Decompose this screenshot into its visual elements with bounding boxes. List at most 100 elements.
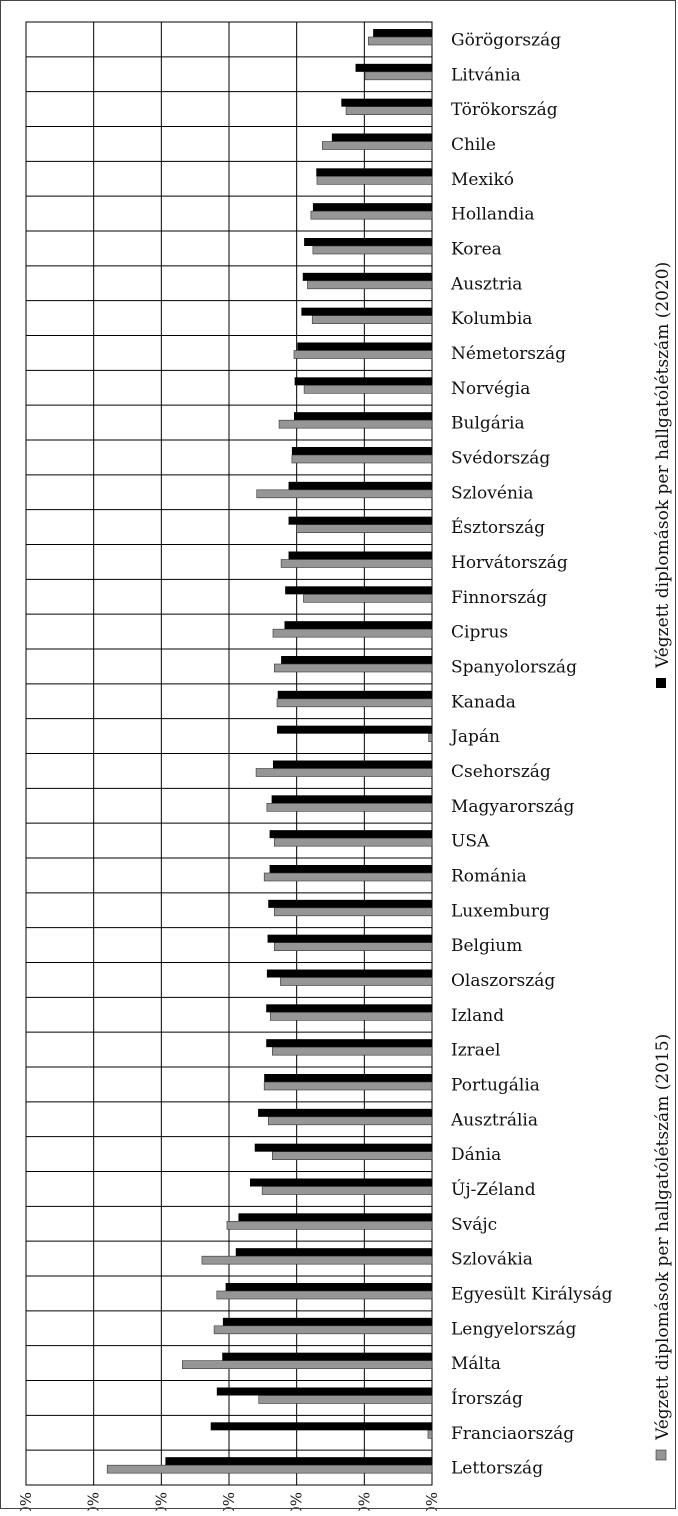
bar-2015 <box>261 1186 433 1195</box>
legend-label-2015: Végzett diplomások per hallgatólétszám (… <box>653 1034 673 1441</box>
bar-2015 <box>274 837 433 847</box>
category-label: Szlovákia <box>451 1250 533 1270</box>
bar-2020 <box>312 203 432 212</box>
bar-2020 <box>294 377 432 386</box>
bar-2015 <box>293 350 433 359</box>
bar-2015 <box>296 524 433 533</box>
bar-2020 <box>264 1074 432 1082</box>
bar-2020 <box>277 690 432 699</box>
category-label: Írország <box>451 1388 523 1409</box>
category-label: Kanada <box>451 692 516 712</box>
category-label: Franciaország <box>451 1424 574 1444</box>
bar-2015 <box>258 1395 433 1404</box>
category-label: Hollandia <box>451 205 534 225</box>
bar-2020 <box>268 899 432 908</box>
bar-2015 <box>106 1464 433 1474</box>
bar-2015 <box>272 1151 433 1160</box>
x-tick-label: 0,00% <box>423 1492 441 1511</box>
bar-2015 <box>427 1430 433 1439</box>
x-tick-label: 20,00% <box>288 1492 306 1511</box>
category-label: Belgium <box>451 936 522 956</box>
bar-2015 <box>428 733 433 742</box>
bar-2020 <box>301 307 432 316</box>
bar-2015 <box>266 803 433 812</box>
bar-2020 <box>266 1039 432 1048</box>
bar-2015 <box>280 977 433 986</box>
bar-2020 <box>288 516 432 525</box>
bar-2015 <box>267 1116 433 1126</box>
category-label: Lettország <box>451 1459 543 1479</box>
x-tick-label: 30,00% <box>220 1492 238 1511</box>
category-label: Litvánia <box>451 65 521 85</box>
bar-2020 <box>271 795 432 804</box>
category-label: Románia <box>451 866 527 886</box>
bar-2015 <box>364 71 433 81</box>
category-label: Olaszország <box>451 971 555 991</box>
category-label: Chile <box>451 135 496 155</box>
category-label: Görögország <box>451 30 561 50</box>
category-label: Ausztrália <box>450 1110 538 1130</box>
x-tick-label: 60,00% <box>17 1492 35 1511</box>
bar-2015 <box>274 663 433 673</box>
bar-2015 <box>269 1012 433 1021</box>
category-label: Németország <box>451 344 566 364</box>
bar-2020 <box>331 133 432 142</box>
bar-2015 <box>316 176 433 185</box>
bar-2015 <box>256 489 433 499</box>
bar-2015 <box>368 36 433 46</box>
legend-label-2020: Végzett diplomások per hallgatólétszám (… <box>653 262 673 669</box>
category-label: Magyarország <box>451 797 574 817</box>
category-label: Bulgária <box>451 414 525 434</box>
bar-2015 <box>310 210 433 220</box>
category-label: Portugália <box>451 1075 540 1095</box>
bar-2015 <box>213 1325 433 1335</box>
x-tick-label: 50,00% <box>85 1492 103 1511</box>
bar-2015 <box>274 942 433 951</box>
bar-2020 <box>165 1457 433 1466</box>
bar-2015 <box>216 1290 433 1300</box>
category-label: Új-Zéland <box>451 1179 536 1200</box>
bar-2020 <box>316 168 432 177</box>
bar-2020 <box>222 1317 432 1326</box>
bar-2020 <box>355 63 432 72</box>
bar-2020 <box>341 98 432 107</box>
bar-2020 <box>269 830 432 839</box>
category-label: Ausztria <box>450 274 522 294</box>
category-label: Horvátország <box>451 553 568 573</box>
category-label: Korea <box>451 239 502 259</box>
bar-2015 <box>276 698 433 708</box>
category-label: Svájc <box>451 1215 497 1235</box>
bar-2015 <box>345 106 433 115</box>
bar-2015 <box>201 1255 433 1265</box>
bar-2020 <box>293 412 432 421</box>
category-label: Finnország <box>451 588 547 608</box>
bar-2015 <box>226 1221 433 1230</box>
bar-2015 <box>303 594 433 603</box>
bar-2020 <box>277 725 432 734</box>
category-label: Észtország <box>451 517 545 538</box>
category-label: Svédország <box>451 448 550 468</box>
bar-2015 <box>182 1360 433 1369</box>
bar-2015 <box>272 1046 433 1056</box>
bar-2015 <box>263 1081 433 1091</box>
category-label: Izland <box>451 1006 504 1026</box>
bar-2020 <box>254 1143 432 1152</box>
bar-2015 <box>311 315 433 324</box>
category-label: Málta <box>451 1354 501 1374</box>
category-label: Csehország <box>451 762 551 782</box>
bar-2020 <box>267 934 432 943</box>
category-label: Izrael <box>451 1041 500 1061</box>
bar-2020 <box>269 865 432 873</box>
bar-2020 <box>281 656 432 664</box>
bar-2015 <box>272 628 433 638</box>
legend-swatch-2020 <box>656 678 666 688</box>
bar-2020 <box>222 1352 432 1361</box>
bar-2015 <box>274 907 433 917</box>
category-label: Kolumbia <box>451 309 532 329</box>
bar-2020 <box>272 760 432 769</box>
bar-2015 <box>255 768 433 777</box>
bar-2020 <box>238 1213 432 1222</box>
bar-2015 <box>278 419 433 429</box>
